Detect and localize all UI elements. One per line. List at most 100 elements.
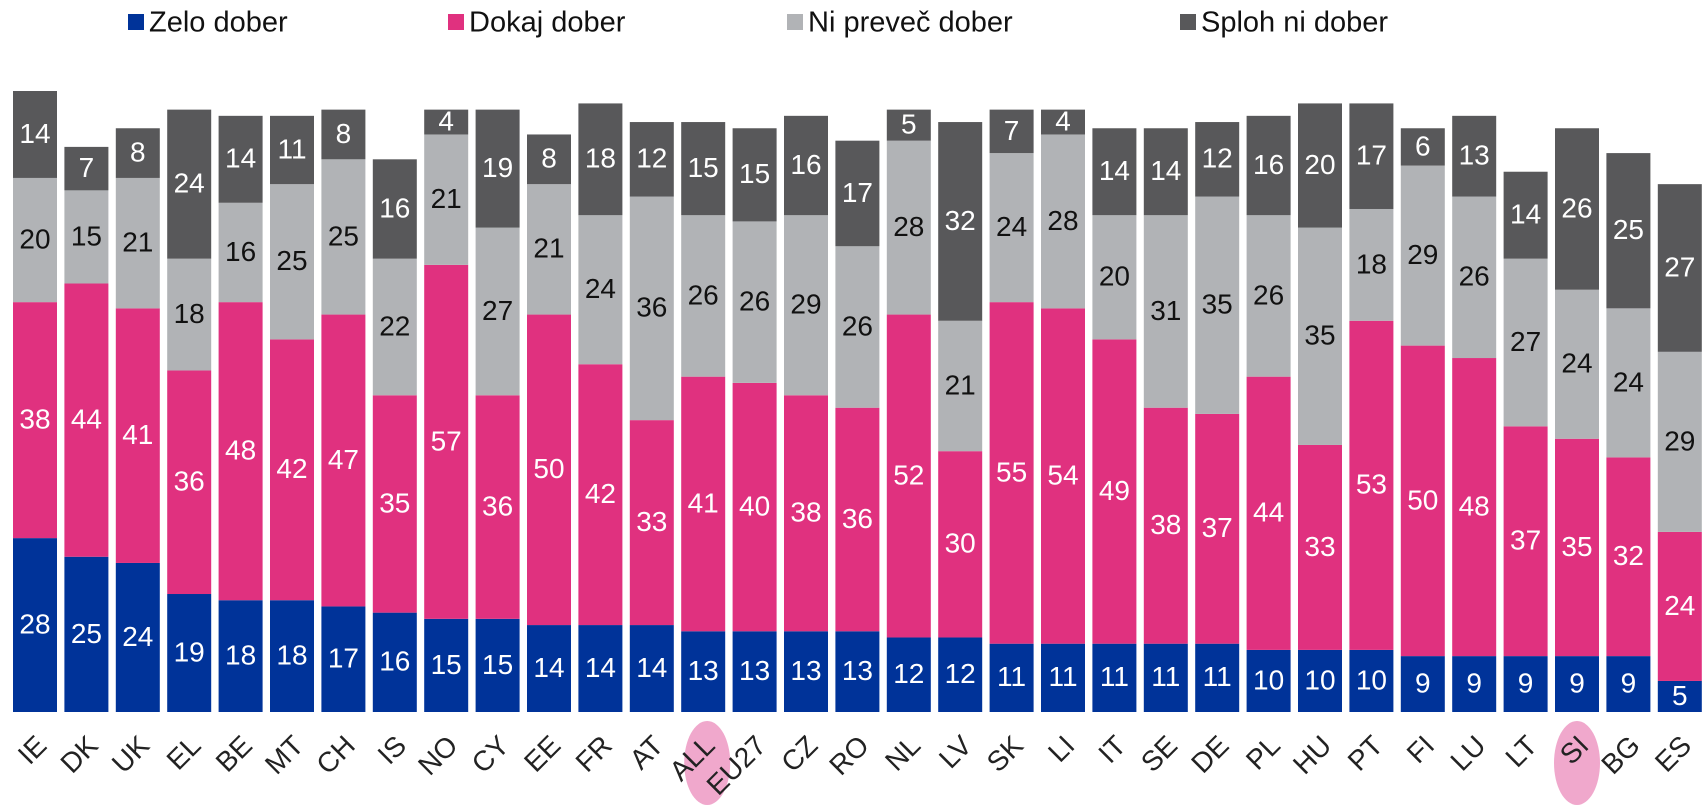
data-label: 38 [790, 497, 821, 528]
bar-segment [218, 302, 263, 601]
bar-segment [1555, 438, 1599, 657]
bar-segment [1452, 115, 1497, 197]
bar-segment [1400, 656, 1445, 712]
legend-label: Ni preveč dober [808, 7, 1013, 39]
data-label: 16 [225, 236, 256, 267]
bar-segment [1400, 345, 1445, 657]
bar-segment [64, 190, 109, 284]
bar-segment [270, 115, 314, 185]
bar-segment [115, 562, 160, 712]
data-label: 14 [225, 143, 256, 174]
bar-segment [13, 302, 57, 539]
bar-segment [372, 258, 417, 396]
x-tick-label: IE [12, 730, 53, 771]
bar-segment [784, 115, 828, 216]
data-label: 11 [1100, 661, 1129, 692]
bar-segment [784, 215, 828, 396]
data-label: 42 [276, 453, 307, 484]
data-label: 13 [790, 655, 821, 686]
bar-segment [1143, 215, 1188, 408]
bar-segment [681, 631, 726, 712]
bar-segment [321, 606, 366, 712]
bar-segment [1555, 128, 1599, 290]
bar-segment [1143, 128, 1188, 216]
bar-segment [321, 314, 366, 607]
data-label: 14 [533, 652, 564, 683]
x-tick-label: DE [1185, 730, 1234, 779]
bar-segment [115, 177, 160, 309]
data-label: 33 [636, 506, 667, 537]
bar-segment [1606, 308, 1651, 458]
bar-segment [681, 215, 726, 377]
x-tick-label: CY [466, 729, 516, 779]
bar-segment [732, 221, 777, 383]
bar-segment [835, 631, 880, 712]
data-label: 37 [1510, 525, 1541, 556]
bar-segment [1657, 680, 1702, 712]
bar-segment [424, 264, 469, 619]
bar-segment [167, 258, 212, 371]
data-label: 26 [1253, 279, 1284, 310]
data-label: 30 [945, 528, 976, 559]
data-label: 17 [328, 643, 359, 674]
data-label: 18 [225, 640, 256, 671]
bar-segment [1092, 128, 1137, 216]
data-label: 14 [1150, 155, 1181, 186]
bar-segment [1143, 643, 1188, 712]
data-label: 13 [1459, 140, 1490, 171]
bar-segment [527, 314, 571, 626]
bar-segment [578, 364, 623, 626]
data-label: 24 [1664, 590, 1695, 621]
highlight [1554, 721, 1600, 805]
data-label: 10 [1253, 664, 1284, 695]
bar-segment [886, 109, 931, 141]
x-tick-label: MT [259, 730, 310, 781]
bar-segment [13, 538, 57, 712]
data-label: 7 [79, 152, 95, 183]
data-label: 16 [379, 192, 410, 223]
data-label: 35 [1304, 320, 1335, 351]
data-label: 11 [997, 661, 1026, 692]
x-tick-label: EL [161, 730, 207, 776]
data-label: 48 [1459, 490, 1490, 521]
data-label: 24 [1613, 366, 1644, 397]
data-label: 13 [688, 655, 719, 686]
bar-segment [115, 128, 160, 178]
data-label: 14 [585, 652, 616, 683]
x-tick-label: NL [879, 730, 926, 777]
bar-segment [989, 302, 1034, 644]
bar-segment [1246, 649, 1291, 712]
data-label: 24 [996, 211, 1027, 242]
bar-segment [527, 625, 571, 712]
data-label: 16 [790, 149, 821, 180]
bar-segment [835, 140, 880, 247]
data-label: 29 [790, 289, 821, 320]
data-label: 26 [739, 286, 770, 317]
bar-segment [681, 122, 726, 216]
data-label: 9 [1466, 667, 1482, 698]
data-label: 27 [1510, 326, 1541, 357]
bar-segment [1143, 407, 1188, 644]
data-label: 10 [1356, 664, 1387, 695]
x-tick-label: PL [1240, 730, 1286, 776]
bar-segment [784, 395, 828, 632]
bar-segment [1400, 128, 1445, 166]
bar-segment [1041, 308, 1085, 644]
bar-segment [1349, 208, 1394, 321]
bar-segment [218, 600, 263, 712]
bar-segment [1349, 103, 1394, 209]
x-tick-label: IT [1092, 730, 1132, 770]
x-tick-label: LV [933, 729, 978, 774]
bar-segment [475, 227, 520, 396]
x-tick-label: LT [1500, 730, 1544, 774]
data-label: 57 [431, 425, 462, 456]
bar-segment [938, 320, 983, 452]
legend-swatch [1180, 14, 1196, 30]
x-tick-label: DK [54, 729, 104, 779]
x-tick-label: EE [518, 730, 566, 778]
x-tick-label: RO [823, 730, 875, 782]
bar-segment [1246, 115, 1291, 216]
data-label: 54 [1047, 459, 1078, 490]
bar-segment [1555, 656, 1599, 712]
bar-segment [938, 451, 983, 638]
